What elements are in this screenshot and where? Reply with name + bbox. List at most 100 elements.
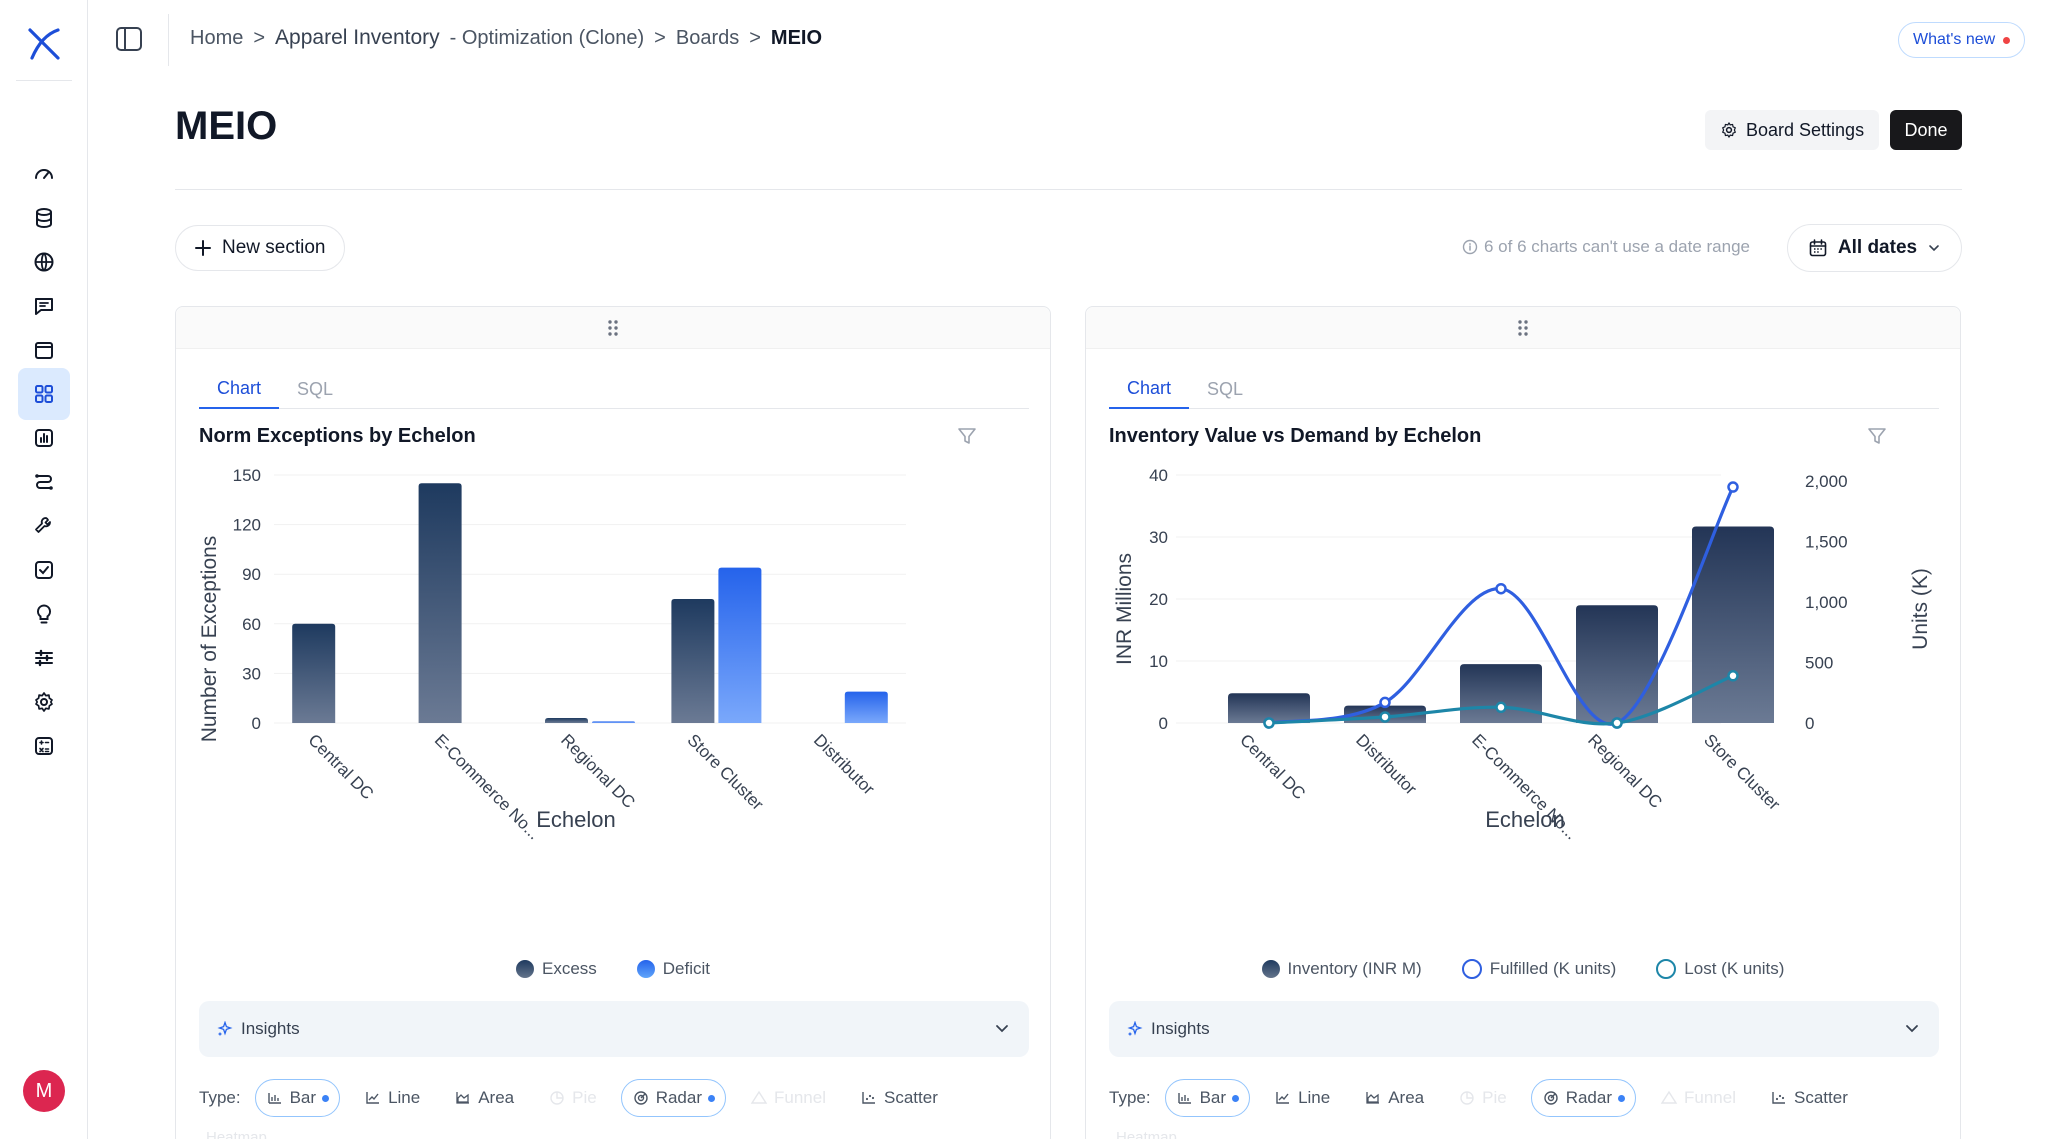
- sidebar-item-chat[interactable]: [18, 280, 70, 332]
- date-range-dropdown[interactable]: All dates: [1787, 224, 1962, 272]
- sidebar-item-lightbulb[interactable]: [18, 588, 70, 640]
- y2-tick-label: 2,000: [1805, 472, 1848, 491]
- type-option-label: Scatter: [1794, 1088, 1848, 1107]
- info-icon: [1462, 239, 1478, 255]
- type-option-area[interactable]: Area: [1354, 1079, 1434, 1117]
- folder-icon: [35, 342, 53, 359]
- sidebar-item-database[interactable]: [18, 192, 70, 244]
- x-tick-label: Distributor: [1352, 730, 1420, 798]
- sidebar-item-sliders[interactable]: [18, 632, 70, 684]
- sidebar-item-calculator[interactable]: [18, 720, 70, 772]
- bar-excess[interactable]: [545, 718, 588, 723]
- point-fulfilled[interactable]: [1379, 696, 1391, 709]
- bar-inventory[interactable]: [1692, 526, 1774, 723]
- type-option-bar[interactable]: Bar: [1164, 1079, 1251, 1117]
- heatmap-type-option[interactable]: Heatmap: [206, 1129, 267, 1139]
- sidebar-item-workflow[interactable]: [18, 456, 70, 508]
- legend-item-fulfilled[interactable]: Fulfilled (K units): [1461, 959, 1617, 979]
- x-axis-label: Echelon: [1485, 807, 1565, 832]
- type-option-area[interactable]: Area: [444, 1079, 524, 1117]
- legend-item-lost[interactable]: Lost (K units): [1656, 959, 1784, 979]
- filter-icon[interactable]: [1866, 425, 1888, 447]
- legend-swatch: [1461, 959, 1482, 979]
- sidebar-toggle-icon[interactable]: [114, 24, 144, 54]
- area-chart-icon: [1366, 1092, 1380, 1104]
- legend-item-inventory[interactable]: Inventory (INR M): [1261, 959, 1422, 979]
- point-lost[interactable]: [1379, 711, 1391, 723]
- bar-excess[interactable]: [671, 599, 715, 723]
- breadcrumb-project-sub[interactable]: - Optimization (Clone): [449, 26, 645, 49]
- line-fulfilled[interactable]: [1268, 486, 1735, 726]
- type-option-line[interactable]: Line: [1264, 1079, 1340, 1117]
- user-avatar[interactable]: M: [23, 1070, 65, 1112]
- sidebar-item-gauge[interactable]: [18, 148, 70, 200]
- type-option-scatter[interactable]: Scatter: [850, 1079, 948, 1117]
- point-fulfilled[interactable]: [1495, 582, 1507, 595]
- tab-chart[interactable]: Chart: [199, 369, 280, 409]
- board-settings-button[interactable]: Board Settings: [1705, 110, 1880, 150]
- type-option-radar[interactable]: Radar: [620, 1079, 727, 1117]
- tab-sql[interactable]: SQL: [1207, 378, 1244, 399]
- type-option-pie[interactable]: Pie: [538, 1079, 607, 1117]
- bar-inventory[interactable]: [1460, 664, 1542, 723]
- app-logo[interactable]: [24, 24, 64, 64]
- type-option-radar[interactable]: Radar: [1530, 1079, 1637, 1117]
- drag-handle[interactable]: [176, 307, 1050, 349]
- chart-title: Inventory Value vs Demand by Echelon: [1109, 425, 1482, 447]
- sidebar-item-globe[interactable]: [18, 236, 70, 288]
- type-option-funnel[interactable]: Funnel: [1650, 1079, 1746, 1117]
- sidebar-item-report[interactable]: [18, 412, 70, 464]
- point-fulfilled[interactable]: [1727, 481, 1739, 493]
- breadcrumb-home[interactable]: Home: [190, 26, 244, 49]
- tools-icon: [35, 517, 51, 533]
- heatmap-type-option[interactable]: Heatmap: [1116, 1129, 1177, 1139]
- point-lost[interactable]: [1495, 701, 1507, 714]
- sidebar-item-boards[interactable]: [18, 368, 70, 420]
- insights-accordion[interactable]: Insights: [1109, 1001, 1939, 1057]
- type-option-funnel[interactable]: Funnel: [740, 1079, 836, 1117]
- type-option-scatter[interactable]: Scatter: [1760, 1079, 1858, 1117]
- bar-inventory[interactable]: [1228, 693, 1310, 723]
- chart-legend: Excess Deficit: [176, 959, 1050, 979]
- y-tick-label: 120: [233, 516, 261, 535]
- new-section-button[interactable]: New section: [175, 225, 345, 271]
- bar-excess[interactable]: [292, 623, 336, 723]
- bar-excess[interactable]: [418, 483, 462, 723]
- legend-item-excess[interactable]: Excess: [515, 959, 597, 979]
- legend-label: Fulfilled (K units): [1489, 959, 1617, 978]
- sidebar-item-settings-gear[interactable]: [18, 676, 70, 728]
- bar-deficit[interactable]: [844, 691, 888, 723]
- tab-sql[interactable]: SQL: [297, 378, 334, 399]
- legend-item-deficit[interactable]: Deficit: [636, 959, 710, 979]
- whats-new-button[interactable]: What's new: [1898, 22, 2026, 58]
- breadcrumb-separator: >: [654, 26, 666, 49]
- point-lost[interactable]: [1611, 717, 1623, 729]
- type-option-line[interactable]: Line: [354, 1079, 430, 1117]
- drag-handle-icon: [1518, 319, 1528, 336]
- point-lost[interactable]: [1727, 670, 1739, 682]
- board-settings-label: Board Settings: [1746, 119, 1865, 140]
- sidebar-item-tools[interactable]: [18, 500, 70, 552]
- globe-icon: [34, 252, 54, 272]
- type-option-pie[interactable]: Pie: [1448, 1079, 1517, 1117]
- bar-deficit[interactable]: [718, 567, 762, 723]
- drag-handle-icon: [608, 319, 618, 336]
- bar-deficit[interactable]: [592, 721, 635, 723]
- filter-icon[interactable]: [956, 425, 978, 447]
- done-button[interactable]: Done: [1890, 110, 1962, 150]
- breadcrumb: Home > Apparel Inventory - Optimization …: [190, 26, 822, 50]
- insights-accordion[interactable]: Insights: [199, 1001, 1029, 1057]
- type-option-bar[interactable]: Bar: [254, 1079, 341, 1117]
- chevron-down-icon: [996, 1025, 1008, 1033]
- sidebar-item-checklist[interactable]: [18, 544, 70, 596]
- bar-inventory[interactable]: [1576, 605, 1658, 723]
- point-lost[interactable]: [1263, 717, 1275, 729]
- y-tick-label: 150: [233, 466, 261, 485]
- notification-dot: [2003, 36, 2011, 44]
- workflow-icon: [35, 474, 53, 490]
- sidebar-item-folder[interactable]: [18, 324, 70, 376]
- breadcrumb-boards[interactable]: Boards: [675, 26, 740, 49]
- tab-chart[interactable]: Chart: [1109, 369, 1190, 409]
- breadcrumb-project[interactable]: Apparel Inventory: [275, 26, 440, 49]
- drag-handle[interactable]: [1086, 307, 1960, 349]
